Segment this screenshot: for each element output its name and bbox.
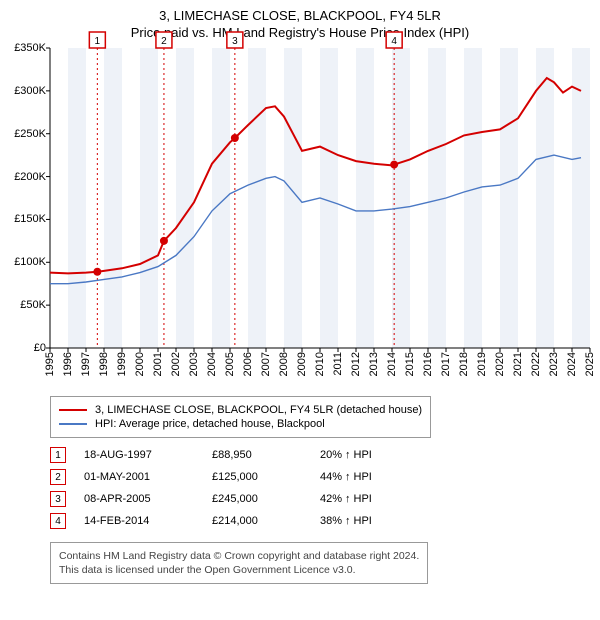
x-axis-label: 2004 xyxy=(206,352,218,376)
x-axis-label: 2022 xyxy=(530,352,542,376)
event-date: 18-AUG-1997 xyxy=(84,449,194,461)
x-axis-label: 2021 xyxy=(512,352,524,376)
event-delta-suffix: HPI xyxy=(354,449,372,461)
legend-swatch xyxy=(59,409,87,411)
y-axis-label: £350K xyxy=(14,42,46,54)
event-delta-pct: 42% xyxy=(320,493,342,505)
event-row: 1 18-AUG-1997 £88,950 20%↑HPI xyxy=(50,444,590,466)
y-axis-label: £300K xyxy=(14,85,46,97)
event-row: 3 08-APR-2005 £245,000 42%↑HPI xyxy=(50,488,590,510)
attribution-footer: Contains HM Land Registry data © Crown c… xyxy=(50,542,428,584)
price-chart: 1234£0£50K£100K£150K£200K£250K£300K£350K… xyxy=(50,48,590,348)
x-axis-label: 2020 xyxy=(494,352,506,376)
event-price: £245,000 xyxy=(212,493,302,505)
legend: 3, LIMECHASE CLOSE, BLACKPOOL, FY4 5LR (… xyxy=(50,396,431,438)
arrow-up-icon: ↑ xyxy=(345,515,351,527)
event-marker: 2 xyxy=(50,469,66,485)
arrow-up-icon: ↑ xyxy=(345,471,351,483)
x-axis-label: 2011 xyxy=(332,352,344,376)
event-delta-pct: 44% xyxy=(320,471,342,483)
x-axis-label: 1998 xyxy=(98,352,110,376)
y-axis-label: £200K xyxy=(14,171,46,183)
event-delta: 44%↑HPI xyxy=(320,471,372,483)
event-delta-suffix: HPI xyxy=(354,515,372,527)
y-axis-label: £150K xyxy=(14,213,46,225)
legend-label: 3, LIMECHASE CLOSE, BLACKPOOL, FY4 5LR (… xyxy=(95,404,422,416)
x-axis-label: 1995 xyxy=(44,352,56,376)
event-marker: 4 xyxy=(50,513,66,529)
event-date: 14-FEB-2014 xyxy=(84,515,194,527)
y-axis-label: £250K xyxy=(14,128,46,140)
event-row: 2 01-MAY-2001 £125,000 44%↑HPI xyxy=(50,466,590,488)
x-axis-label: 2017 xyxy=(440,352,452,376)
x-axis-label: 2002 xyxy=(170,352,182,376)
x-axis-label: 2018 xyxy=(458,352,470,376)
svg-text:3: 3 xyxy=(232,36,238,47)
event-delta-pct: 20% xyxy=(320,449,342,461)
event-delta: 20%↑HPI xyxy=(320,449,372,461)
event-delta-pct: 38% xyxy=(320,515,342,527)
event-price: £88,950 xyxy=(212,449,302,461)
y-axis-label: £100K xyxy=(14,256,46,268)
legend-swatch xyxy=(59,423,87,425)
x-axis-label: 1999 xyxy=(116,352,128,376)
legend-label: HPI: Average price, detached house, Blac… xyxy=(95,418,325,430)
x-axis-label: 1996 xyxy=(62,352,74,376)
event-delta-suffix: HPI xyxy=(354,493,372,505)
x-axis-label: 2024 xyxy=(566,352,578,376)
arrow-up-icon: ↑ xyxy=(345,493,351,505)
title-line-1: 3, LIMECHASE CLOSE, BLACKPOOL, FY4 5LR xyxy=(10,8,590,23)
x-axis-label: 2007 xyxy=(260,352,272,376)
x-axis-label: 2010 xyxy=(314,352,326,376)
x-axis-label: 2005 xyxy=(224,352,236,376)
svg-text:1: 1 xyxy=(95,36,101,47)
footer-line-1: Contains HM Land Registry data © Crown c… xyxy=(59,549,419,563)
event-marker: 1 xyxy=(50,447,66,463)
x-axis-label: 2009 xyxy=(296,352,308,376)
x-axis-label: 1997 xyxy=(80,352,92,376)
x-axis-label: 2013 xyxy=(368,352,380,376)
x-axis-label: 2014 xyxy=(386,352,398,376)
x-axis-label: 2003 xyxy=(188,352,200,376)
x-axis-label: 2012 xyxy=(350,352,362,376)
svg-text:4: 4 xyxy=(391,36,397,47)
event-date: 08-APR-2005 xyxy=(84,493,194,505)
footer-line-2: This data is licensed under the Open Gov… xyxy=(59,563,419,577)
x-axis-label: 2015 xyxy=(404,352,416,376)
x-axis-label: 2023 xyxy=(548,352,560,376)
x-axis-label: 2006 xyxy=(242,352,254,376)
arrow-up-icon: ↑ xyxy=(345,449,351,461)
event-marker: 3 xyxy=(50,491,66,507)
event-date: 01-MAY-2001 xyxy=(84,471,194,483)
event-row: 4 14-FEB-2014 £214,000 38%↑HPI xyxy=(50,510,590,532)
legend-item: HPI: Average price, detached house, Blac… xyxy=(59,417,422,431)
x-axis-label: 2025 xyxy=(584,352,596,376)
event-delta: 42%↑HPI xyxy=(320,493,372,505)
event-delta: 38%↑HPI xyxy=(320,515,372,527)
event-delta-suffix: HPI xyxy=(354,471,372,483)
x-axis-label: 2019 xyxy=(476,352,488,376)
x-axis-label: 2016 xyxy=(422,352,434,376)
x-axis-label: 2000 xyxy=(134,352,146,376)
event-price: £125,000 xyxy=(212,471,302,483)
x-axis-label: 2008 xyxy=(278,352,290,376)
svg-text:2: 2 xyxy=(161,36,167,47)
legend-item: 3, LIMECHASE CLOSE, BLACKPOOL, FY4 5LR (… xyxy=(59,403,422,417)
y-axis-label: £50K xyxy=(20,299,46,311)
x-axis-label: 2001 xyxy=(152,352,164,376)
event-price: £214,000 xyxy=(212,515,302,527)
events-table: 118-AUG-1997£88,95020%↑HPI201-MAY-2001£1… xyxy=(50,444,590,532)
